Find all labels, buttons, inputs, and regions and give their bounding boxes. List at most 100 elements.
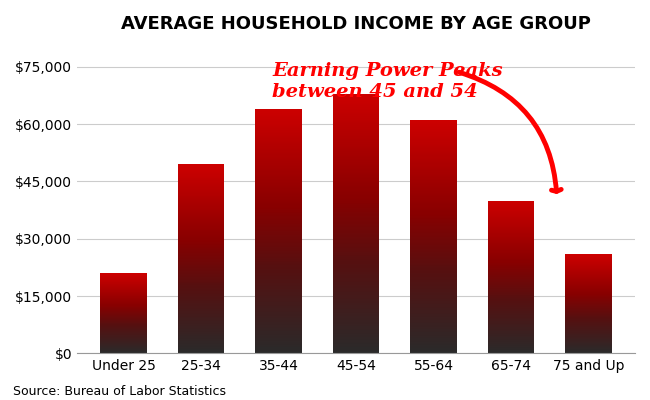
Bar (255, 222, 302, 224)
Bar (333, 320, 379, 321)
Bar (333, 191, 379, 192)
Bar (410, 201, 457, 202)
Bar (255, 316, 302, 317)
Bar (177, 174, 224, 175)
Bar (488, 346, 534, 347)
Bar (488, 321, 534, 322)
Bar (177, 211, 224, 212)
Bar (410, 222, 457, 223)
Bar (333, 294, 379, 295)
Bar (333, 292, 379, 294)
Bar (410, 217, 457, 218)
Bar (566, 322, 612, 323)
Bar (488, 246, 534, 247)
Bar (410, 234, 457, 236)
Bar (488, 343, 534, 344)
Bar (255, 154, 302, 155)
Bar (177, 322, 224, 323)
Bar (333, 303, 379, 304)
Bar (255, 174, 302, 175)
Bar (177, 302, 224, 303)
Bar (333, 227, 379, 229)
Bar (255, 121, 302, 122)
Bar (333, 257, 379, 259)
Bar (566, 297, 612, 298)
Bar (333, 239, 379, 240)
Bar (410, 166, 457, 167)
Bar (177, 228, 224, 230)
Bar (177, 310, 224, 311)
Bar (100, 288, 147, 289)
Bar (255, 326, 302, 328)
Bar (333, 134, 379, 135)
Bar (255, 253, 302, 254)
Bar (333, 279, 379, 281)
Bar (410, 236, 457, 237)
Bar (333, 234, 379, 235)
Bar (255, 332, 302, 333)
Bar (255, 202, 302, 203)
Bar (100, 295, 147, 296)
Bar (333, 351, 379, 352)
Bar (255, 252, 302, 253)
Bar (410, 292, 457, 293)
Bar (255, 187, 302, 188)
Bar (410, 167, 457, 168)
Bar (255, 279, 302, 280)
Bar (255, 240, 302, 241)
Bar (333, 200, 379, 202)
Bar (410, 210, 457, 211)
Bar (100, 280, 147, 281)
Bar (410, 303, 457, 304)
Bar (177, 307, 224, 308)
Bar (100, 302, 147, 303)
Bar (488, 218, 534, 219)
Bar (255, 285, 302, 286)
Bar (410, 161, 457, 162)
Bar (333, 205, 379, 207)
Bar (488, 252, 534, 253)
Bar (566, 339, 612, 340)
Bar (566, 312, 612, 313)
Bar (333, 160, 379, 161)
Bar (410, 151, 457, 152)
Bar (255, 281, 302, 282)
Bar (177, 202, 224, 203)
Bar (410, 300, 457, 301)
Bar (177, 319, 224, 320)
Bar (566, 347, 612, 348)
Bar (255, 124, 302, 125)
Bar (410, 203, 457, 204)
Bar (255, 298, 302, 300)
Bar (410, 287, 457, 288)
Bar (488, 247, 534, 248)
Bar (177, 330, 224, 331)
Bar (410, 315, 457, 316)
Bar (410, 350, 457, 351)
Bar (255, 275, 302, 276)
Bar (100, 319, 147, 320)
Bar (488, 330, 534, 331)
Bar (488, 292, 534, 293)
Bar (177, 284, 224, 285)
Bar (488, 221, 534, 222)
Bar (100, 318, 147, 319)
Bar (100, 315, 147, 316)
Bar (333, 165, 379, 166)
Bar (488, 200, 534, 201)
Bar (410, 215, 457, 216)
Bar (410, 278, 457, 279)
Bar (177, 297, 224, 298)
Bar (566, 305, 612, 306)
Bar (410, 147, 457, 148)
Bar (566, 264, 612, 265)
Bar (333, 174, 379, 176)
Bar (566, 289, 612, 290)
Bar (255, 329, 302, 330)
Bar (255, 272, 302, 273)
Bar (333, 142, 379, 143)
Bar (410, 176, 457, 178)
Bar (333, 307, 379, 308)
Bar (177, 308, 224, 309)
Bar (488, 350, 534, 351)
